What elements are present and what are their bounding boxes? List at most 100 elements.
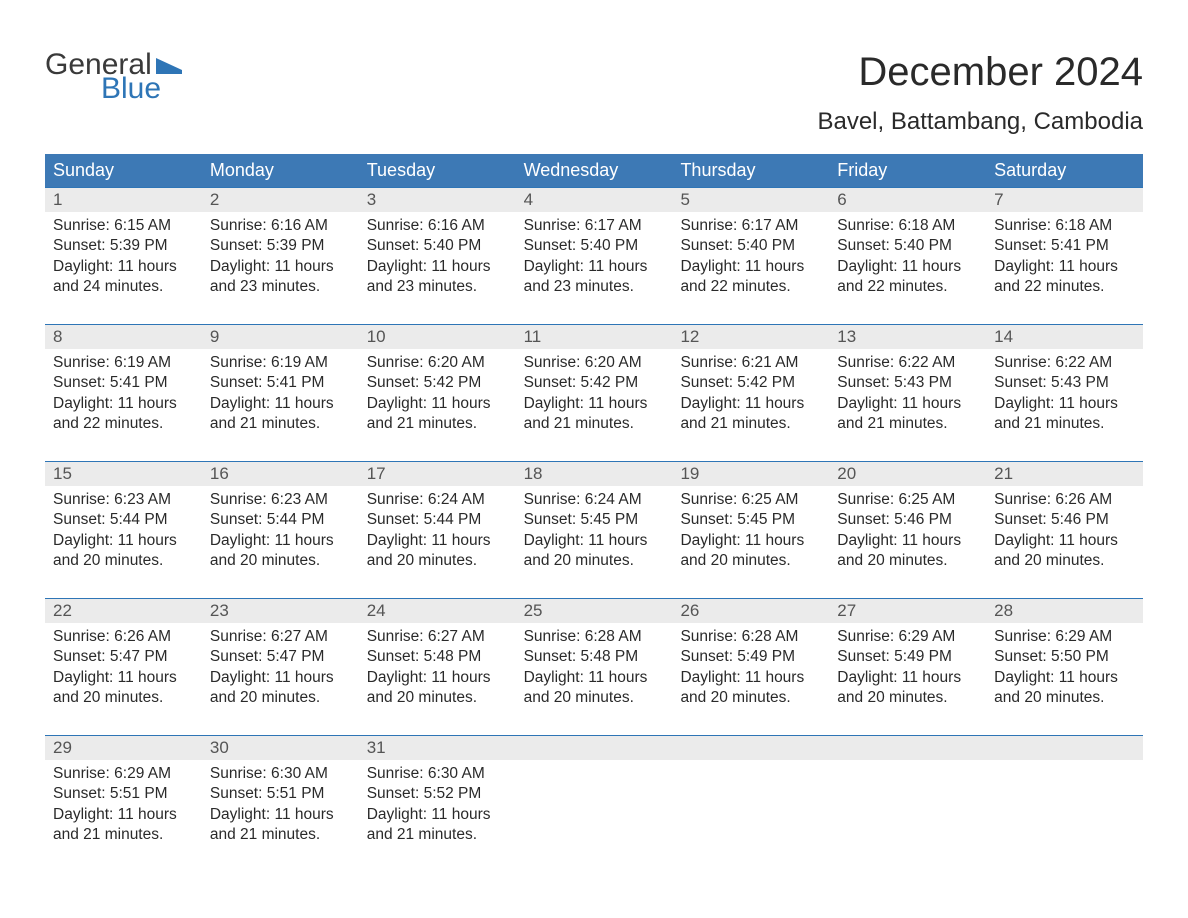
- daylight-line1: Daylight: 11 hours: [524, 531, 665, 551]
- calendar-cell: 24Sunrise: 6:27 AMSunset: 5:48 PMDayligh…: [359, 599, 516, 717]
- daylight-line1: Daylight: 11 hours: [53, 531, 194, 551]
- day-number: 5: [672, 188, 829, 212]
- day-header-wednesday: Wednesday: [516, 154, 673, 187]
- daylight-line1: Daylight: 11 hours: [367, 394, 508, 414]
- day-header-friday: Friday: [829, 154, 986, 187]
- day-body: Sunrise: 6:18 AMSunset: 5:41 PMDaylight:…: [986, 212, 1143, 306]
- sunset-text: Sunset: 5:42 PM: [524, 373, 665, 393]
- daylight-line2: and 21 minutes.: [837, 414, 978, 434]
- sunset-text: Sunset: 5:39 PM: [210, 236, 351, 256]
- calendar-cell: [829, 736, 986, 854]
- day-header-row: Sunday Monday Tuesday Wednesday Thursday…: [45, 154, 1143, 187]
- daylight-line2: and 21 minutes.: [210, 414, 351, 434]
- daylight-line2: and 22 minutes.: [994, 277, 1135, 297]
- daylight-line2: and 21 minutes.: [210, 825, 351, 845]
- day-body: Sunrise: 6:28 AMSunset: 5:48 PMDaylight:…: [516, 623, 673, 717]
- sunset-text: Sunset: 5:41 PM: [994, 236, 1135, 256]
- sunrise-text: Sunrise: 6:17 AM: [680, 216, 821, 236]
- daylight-line2: and 22 minutes.: [53, 414, 194, 434]
- calendar-cell: 11Sunrise: 6:20 AMSunset: 5:42 PMDayligh…: [516, 325, 673, 443]
- sunrise-text: Sunrise: 6:15 AM: [53, 216, 194, 236]
- calendar-cell: 15Sunrise: 6:23 AMSunset: 5:44 PMDayligh…: [45, 462, 202, 580]
- day-header-monday: Monday: [202, 154, 359, 187]
- sunrise-text: Sunrise: 6:23 AM: [53, 490, 194, 510]
- sunset-text: Sunset: 5:45 PM: [680, 510, 821, 530]
- day-body: Sunrise: 6:23 AMSunset: 5:44 PMDaylight:…: [202, 486, 359, 580]
- sunrise-text: Sunrise: 6:17 AM: [524, 216, 665, 236]
- sunrise-text: Sunrise: 6:28 AM: [524, 627, 665, 647]
- daylight-line1: Daylight: 11 hours: [680, 257, 821, 277]
- day-body: Sunrise: 6:29 AMSunset: 5:50 PMDaylight:…: [986, 623, 1143, 717]
- daylight-line2: and 20 minutes.: [524, 551, 665, 571]
- daylight-line1: Daylight: 11 hours: [53, 668, 194, 688]
- calendar-cell: 16Sunrise: 6:23 AMSunset: 5:44 PMDayligh…: [202, 462, 359, 580]
- day-body: Sunrise: 6:21 AMSunset: 5:42 PMDaylight:…: [672, 349, 829, 443]
- day-number: 15: [45, 462, 202, 486]
- day-number: 25: [516, 599, 673, 623]
- calendar-cell: 6Sunrise: 6:18 AMSunset: 5:40 PMDaylight…: [829, 188, 986, 306]
- sunrise-text: Sunrise: 6:19 AM: [210, 353, 351, 373]
- sunset-text: Sunset: 5:40 PM: [367, 236, 508, 256]
- calendar-cell: 13Sunrise: 6:22 AMSunset: 5:43 PMDayligh…: [829, 325, 986, 443]
- day-body: Sunrise: 6:18 AMSunset: 5:40 PMDaylight:…: [829, 212, 986, 306]
- day-body: Sunrise: 6:29 AMSunset: 5:49 PMDaylight:…: [829, 623, 986, 717]
- day-number: 20: [829, 462, 986, 486]
- daylight-line1: Daylight: 11 hours: [994, 668, 1135, 688]
- sunset-text: Sunset: 5:42 PM: [367, 373, 508, 393]
- sunrise-text: Sunrise: 6:29 AM: [994, 627, 1135, 647]
- day-number: 14: [986, 325, 1143, 349]
- daylight-line1: Daylight: 11 hours: [210, 668, 351, 688]
- daylight-line2: and 20 minutes.: [53, 551, 194, 571]
- daylight-line2: and 22 minutes.: [680, 277, 821, 297]
- daylight-line1: Daylight: 11 hours: [524, 394, 665, 414]
- sunrise-text: Sunrise: 6:21 AM: [680, 353, 821, 373]
- daylight-line2: and 20 minutes.: [367, 551, 508, 571]
- day-number: 12: [672, 325, 829, 349]
- calendar-week: 1Sunrise: 6:15 AMSunset: 5:39 PMDaylight…: [45, 187, 1143, 306]
- calendar-cell: 22Sunrise: 6:26 AMSunset: 5:47 PMDayligh…: [45, 599, 202, 717]
- sunset-text: Sunset: 5:40 PM: [837, 236, 978, 256]
- sunset-text: Sunset: 5:44 PM: [53, 510, 194, 530]
- daylight-line1: Daylight: 11 hours: [53, 394, 194, 414]
- calendar-cell: 29Sunrise: 6:29 AMSunset: 5:51 PMDayligh…: [45, 736, 202, 854]
- daylight-line1: Daylight: 11 hours: [524, 668, 665, 688]
- calendar-cell: 28Sunrise: 6:29 AMSunset: 5:50 PMDayligh…: [986, 599, 1143, 717]
- daylight-line2: and 20 minutes.: [837, 551, 978, 571]
- day-body: Sunrise: 6:23 AMSunset: 5:44 PMDaylight:…: [45, 486, 202, 580]
- day-number: 18: [516, 462, 673, 486]
- sunrise-text: Sunrise: 6:23 AM: [210, 490, 351, 510]
- day-body: Sunrise: 6:17 AMSunset: 5:40 PMDaylight:…: [516, 212, 673, 306]
- day-number: 23: [202, 599, 359, 623]
- daylight-line1: Daylight: 11 hours: [837, 257, 978, 277]
- sunrise-text: Sunrise: 6:26 AM: [53, 627, 194, 647]
- sunset-text: Sunset: 5:51 PM: [210, 784, 351, 804]
- day-number: 11: [516, 325, 673, 349]
- day-body: Sunrise: 6:15 AMSunset: 5:39 PMDaylight:…: [45, 212, 202, 306]
- calendar-cell: 25Sunrise: 6:28 AMSunset: 5:48 PMDayligh…: [516, 599, 673, 717]
- calendar-cell: 2Sunrise: 6:16 AMSunset: 5:39 PMDaylight…: [202, 188, 359, 306]
- daylight-line1: Daylight: 11 hours: [680, 668, 821, 688]
- day-number: 1: [45, 188, 202, 212]
- sunset-text: Sunset: 5:46 PM: [837, 510, 978, 530]
- sunrise-text: Sunrise: 6:25 AM: [680, 490, 821, 510]
- calendar-cell: 30Sunrise: 6:30 AMSunset: 5:51 PMDayligh…: [202, 736, 359, 854]
- sunrise-text: Sunrise: 6:30 AM: [210, 764, 351, 784]
- daylight-line2: and 20 minutes.: [680, 551, 821, 571]
- calendar-cell: 12Sunrise: 6:21 AMSunset: 5:42 PMDayligh…: [672, 325, 829, 443]
- sunset-text: Sunset: 5:49 PM: [680, 647, 821, 667]
- daylight-line1: Daylight: 11 hours: [524, 257, 665, 277]
- day-number: [986, 736, 1143, 760]
- daylight-line1: Daylight: 11 hours: [210, 257, 351, 277]
- daylight-line2: and 20 minutes.: [994, 688, 1135, 708]
- day-body: Sunrise: 6:19 AMSunset: 5:41 PMDaylight:…: [45, 349, 202, 443]
- day-number: 31: [359, 736, 516, 760]
- calendar-cell: 17Sunrise: 6:24 AMSunset: 5:44 PMDayligh…: [359, 462, 516, 580]
- day-number: 27: [829, 599, 986, 623]
- daylight-line1: Daylight: 11 hours: [837, 668, 978, 688]
- page-header: General Blue December 2024 Bavel, Battam…: [45, 50, 1143, 136]
- day-body: Sunrise: 6:20 AMSunset: 5:42 PMDaylight:…: [359, 349, 516, 443]
- day-number: 21: [986, 462, 1143, 486]
- day-body: Sunrise: 6:16 AMSunset: 5:40 PMDaylight:…: [359, 212, 516, 306]
- day-number: 29: [45, 736, 202, 760]
- daylight-line1: Daylight: 11 hours: [994, 394, 1135, 414]
